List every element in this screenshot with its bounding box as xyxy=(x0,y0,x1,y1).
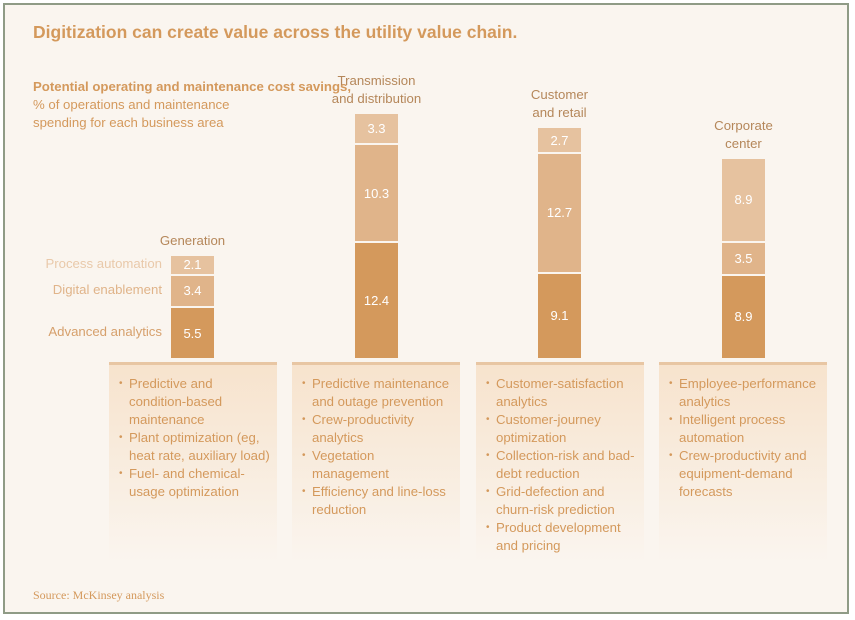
chart-subtitle: Potential operating and maintenance cost… xyxy=(33,78,351,132)
levers-panel: Predictive maintenance and outage preven… xyxy=(292,362,460,562)
bar-segment-process-automation: 2.7 xyxy=(538,126,581,152)
category-label: Generation xyxy=(159,233,226,249)
subtitle-text: % of operations and maintenance spending… xyxy=(33,97,230,130)
series-label: Digital enablement xyxy=(52,281,162,297)
lever-item: Predictive and condition-based maintenan… xyxy=(119,375,271,429)
source-note: Source: McKinsey analysis xyxy=(33,588,165,602)
bar-segment-advanced-analytics: 12.4 xyxy=(355,240,398,358)
chart-frame: Digitization can create value across the… xyxy=(3,3,849,614)
lever-item: Customer-satisfaction analytics xyxy=(486,375,638,411)
series-label: Advanced analytics xyxy=(48,324,162,339)
category-label: Corporate center xyxy=(714,117,773,151)
lever-item: Vegetation management xyxy=(302,447,454,483)
levers-panel: Customer-satisfaction analyticsCustomer-… xyxy=(476,362,644,562)
levers-panel: Predictive and condition-based maintenan… xyxy=(109,362,277,562)
lever-item: Fuel- and chemical-usage optimization xyxy=(119,465,271,501)
bar-segment-process-automation: 8.9 xyxy=(722,156,765,241)
category-label: Customer and retail xyxy=(530,87,589,121)
subtitle-bold: Potential operating and maintenance cost… xyxy=(33,79,352,94)
lever-item: Intelligent process automation xyxy=(669,411,821,447)
bar-segment-process-automation: 2.1 xyxy=(171,254,214,274)
category-label: Transmission and distribution xyxy=(331,73,422,107)
lever-item: Employee-performance analytics xyxy=(669,375,821,411)
lever-item: Predictive maintenance and outage preven… xyxy=(302,375,454,411)
lever-item: Crew-productivity and equipment-demand f… xyxy=(669,447,821,501)
bar-segment-digital-enablement: 10.3 xyxy=(355,143,398,241)
bar-segment-advanced-analytics: 9.1 xyxy=(538,272,581,358)
lever-item: Efficiency and line-loss reduction xyxy=(302,483,454,519)
chart-title: Digitization can create value across the… xyxy=(33,22,518,42)
levers-panel: Employee-performance analyticsIntelligen… xyxy=(659,362,827,562)
lever-item: Crew-productivity analytics xyxy=(302,411,454,447)
series-label: Process automation xyxy=(45,255,162,271)
bar-segment-digital-enablement: 3.5 xyxy=(722,240,765,274)
bar-segment-digital-enablement: 12.7 xyxy=(538,151,581,272)
lever-item: Product development and pricing xyxy=(486,519,638,555)
bar-segment-advanced-analytics: 8.9 xyxy=(722,273,765,358)
bar-segment-advanced-analytics: 5.5 xyxy=(171,306,214,358)
lever-item: Plant optimization (eg, heat rate, auxil… xyxy=(119,429,271,465)
lever-item: Grid-defection and churn-risk prediction xyxy=(486,483,638,519)
bar-segment-digital-enablement: 3.4 xyxy=(171,273,214,307)
lever-item: Collection-risk and bad-debt reduction xyxy=(486,447,638,483)
lever-item: Customer-journey optimization xyxy=(486,411,638,447)
bar-segment-process-automation: 3.3 xyxy=(355,112,398,144)
